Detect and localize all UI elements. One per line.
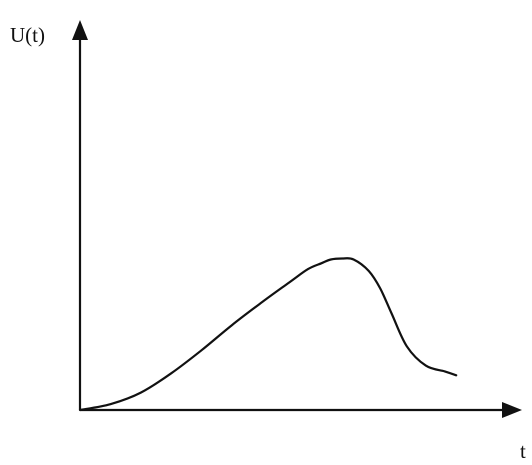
x-axis: t — [80, 402, 526, 463]
y-axis-label: U(t) — [10, 23, 45, 47]
y-axis-arrow-icon — [72, 20, 88, 40]
x-axis-arrow-icon — [502, 402, 522, 418]
x-axis-label: t — [520, 439, 526, 463]
series-line — [78, 257, 458, 412]
y-axis: U(t) — [10, 20, 88, 410]
series-layer — [78, 257, 458, 412]
